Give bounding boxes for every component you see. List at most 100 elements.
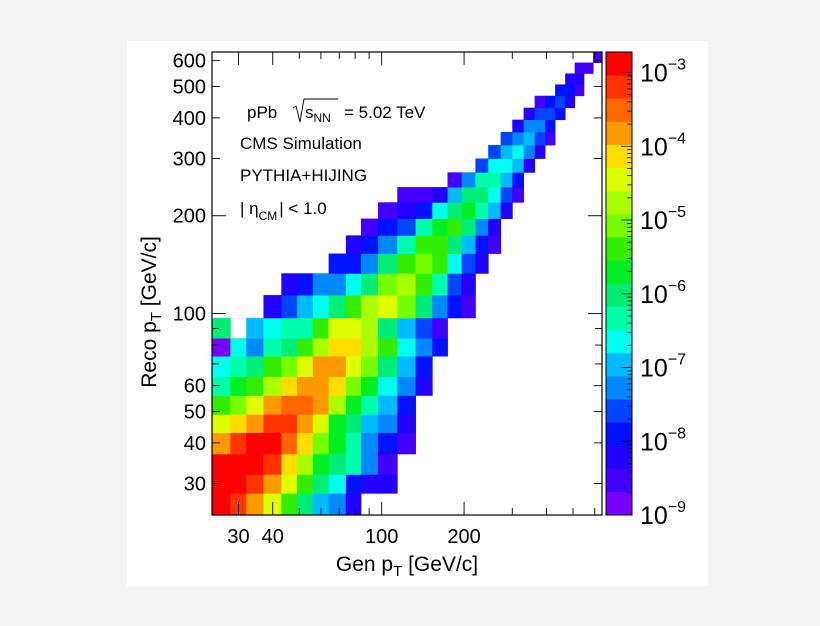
heatmap-cell (296, 414, 314, 434)
heatmap-cell (345, 395, 362, 415)
heatmap-cell (475, 253, 489, 274)
heatmap-cell (534, 131, 546, 146)
heatmap-cell (328, 432, 347, 455)
heatmap-cell (263, 453, 282, 475)
heatmap-cell (345, 235, 362, 254)
heatmap-cell (415, 376, 433, 396)
energy-label: = 5.02 TeV (344, 103, 426, 122)
heatmap-cell (475, 202, 489, 219)
heatmap-cell (415, 295, 433, 319)
heatmap-cell (360, 453, 379, 475)
annotation-block: pPb sNN = 5.02 TeV CMS Simulation PYTHIA… (240, 98, 426, 223)
heatmap-cell (246, 395, 264, 415)
heatmap-cell (212, 395, 231, 415)
sqrt-s-text: sNN (305, 103, 331, 125)
heatmap-cell (593, 52, 603, 63)
heatmap-cell (447, 187, 463, 203)
heatmap-cell (281, 273, 298, 296)
heatmap-cell (475, 218, 489, 236)
heatmap-cell (523, 107, 536, 121)
heatmap-cell (447, 295, 463, 319)
heatmap-cell (488, 145, 502, 159)
heatmap-cell (565, 95, 576, 109)
x-tick-label: 200 (447, 526, 480, 548)
heatmap-cell (360, 356, 379, 377)
heatmap-cell (378, 432, 398, 455)
heatmap-cell (397, 338, 416, 357)
heatmap-cell (230, 414, 247, 434)
x-tick-label: 100 (365, 526, 398, 548)
heatmap-cell (212, 414, 231, 434)
heatmap-cell (345, 273, 362, 296)
heatmap-cell (378, 414, 398, 434)
heatmap-cell (378, 253, 398, 274)
heatmap-cell (378, 474, 398, 494)
heatmap-cell (534, 107, 546, 121)
heatmap-cell (555, 95, 566, 109)
heatmap-cell (574, 73, 585, 85)
heatmap-cell (230, 376, 247, 396)
heatmap-cell (397, 395, 416, 415)
heatmap-cell (415, 235, 433, 254)
heatmap-cell (212, 493, 231, 516)
tick-labels: 30 40 100 200 30 40 50 60 100 200 300 400 500 600 (173, 51, 481, 548)
heatmap-cell (246, 317, 264, 339)
heatmap-cell (296, 395, 314, 415)
heatmap-cell (360, 273, 379, 296)
colorbar-band (606, 422, 632, 446)
heatmap-cell (296, 474, 314, 494)
heatmap-cell (360, 218, 379, 236)
heatmap-cell (397, 187, 416, 203)
heatmap-cell (432, 295, 448, 319)
heatmap-cell (312, 338, 330, 357)
heatmap-cell (230, 474, 247, 494)
experiment-label: CMS Simulation (240, 134, 362, 153)
heatmap-cell (345, 474, 362, 494)
heatmap-cell (246, 453, 264, 475)
x-tick-label: 40 (262, 526, 284, 548)
heatmap-cell (523, 119, 536, 133)
heatmap-cell (523, 131, 536, 146)
heatmap-cell (378, 218, 398, 236)
heatmap-cell (534, 95, 546, 109)
heatmap-cell (378, 235, 398, 254)
colorbar-band (606, 167, 632, 192)
heatmap-cell (544, 131, 556, 146)
heatmap-cell (461, 187, 476, 203)
heatmap-cell (432, 218, 448, 236)
heatmap-cell (328, 395, 347, 415)
colorbar-band (606, 306, 632, 331)
x-axis-title: Gen pT [GeV/c] (336, 553, 478, 580)
heatmap-cell (212, 453, 231, 475)
colorbar-band (606, 144, 632, 169)
heatmap-cell (246, 338, 264, 357)
heatmap-cell (230, 453, 247, 475)
heatmap-cell (397, 317, 416, 339)
heatmap-cell (212, 356, 231, 377)
heatmap-cell (565, 73, 576, 85)
heatmap-cell (263, 356, 282, 377)
heatmap-cell (360, 432, 379, 455)
heatmap-cell (281, 356, 298, 377)
heatmap-cell (447, 202, 463, 219)
heatmap-cell (475, 158, 489, 173)
heatmap-cell (397, 432, 416, 455)
heatmap-cell (263, 414, 282, 434)
heatmap-cell (461, 235, 476, 254)
colorbar-tick-label: 10−9 (640, 499, 686, 530)
heatmap-cell (263, 395, 282, 415)
y-tick-label: 40 (184, 433, 206, 455)
heatmap-cell (447, 218, 463, 236)
heatmap-cell (246, 356, 264, 377)
heatmap-cell (397, 218, 416, 236)
heatmap-cell (281, 493, 298, 516)
heatmap-cell (328, 338, 347, 357)
heatmap-cell (544, 119, 556, 133)
colorbar-tick-label: 10−7 (640, 352, 686, 383)
heatmap-cell (415, 338, 433, 357)
heatmap-cell (500, 131, 513, 146)
heatmap-cell (555, 107, 566, 121)
heatmap-cell (512, 131, 525, 146)
heatmap-cell (312, 474, 330, 494)
